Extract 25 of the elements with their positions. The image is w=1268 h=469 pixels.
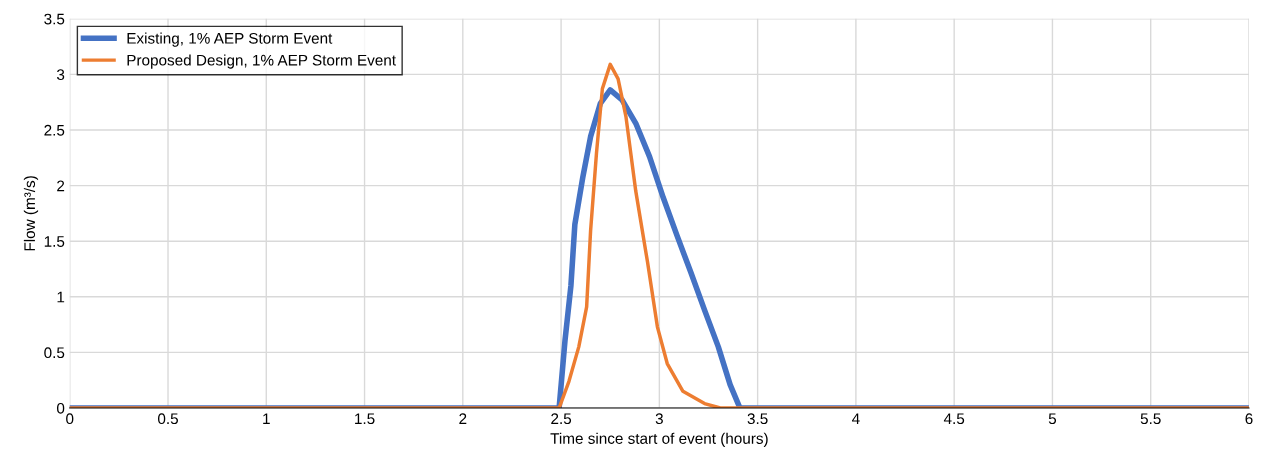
x-tick-label: 1.5 [355, 413, 375, 425]
y-tick-label: 3.5 [44, 13, 65, 25]
y-tick-label: 3 [56, 69, 65, 81]
y-tick-label: 0.5 [44, 347, 65, 359]
x-tick-label: 0 [66, 413, 74, 425]
y-tick-label: 2.5 [44, 124, 65, 136]
x-tick-label: 2 [459, 413, 467, 424]
y-tick-label: 0 [56, 402, 65, 414]
y-axis-title: Flow (m³/s) [23, 176, 39, 251]
x-tick-label: 3.5 [747, 413, 768, 425]
x-tick-label: 0.5 [157, 413, 178, 425]
x-tick-label: 5.5 [1140, 413, 1161, 425]
x-axis-title: Time since start of event (hours) [550, 432, 768, 447]
x-tick-label: 5 [1048, 413, 1057, 425]
y-tick-label: 2 [57, 180, 65, 192]
legend-label: Existing, 1% AEP Storm Event [127, 32, 333, 47]
x-tick-label: 1 [263, 413, 270, 424]
y-tick-label: 1 [57, 291, 65, 303]
x-tick-label: 3 [655, 413, 663, 425]
x-tick-label: 4.5 [943, 413, 965, 425]
x-tick-label: 6 [1245, 413, 1253, 425]
y-tick-label: 1.5 [44, 236, 65, 247]
x-tick-label: 2.5 [551, 413, 572, 425]
x-tick-label: 4 [852, 413, 860, 424]
legend-label: Proposed Design, 1% AEP Storm Event [127, 54, 396, 69]
